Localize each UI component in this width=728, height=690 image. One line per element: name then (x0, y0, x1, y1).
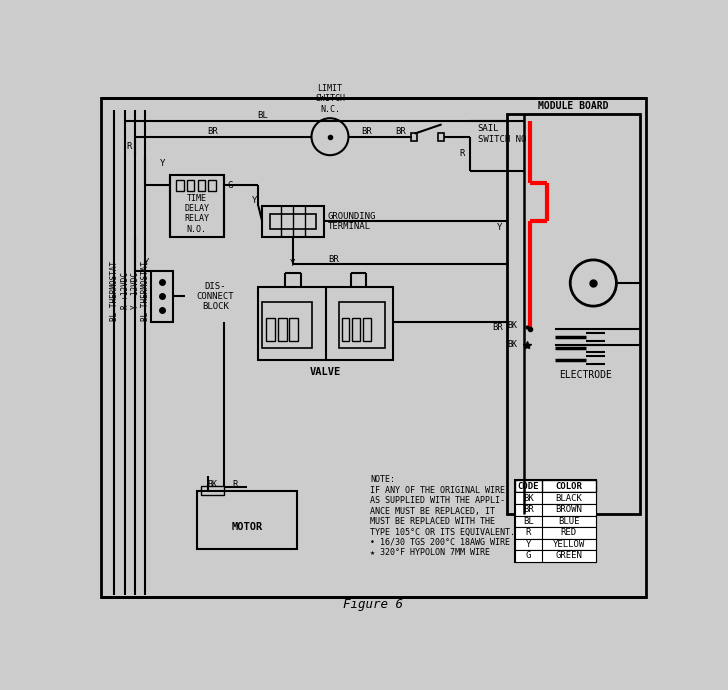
Bar (262, 206, 324, 237)
Bar (277, 317, 287, 341)
Text: BK: BK (523, 494, 534, 503)
Bar (515, 493, 596, 504)
Text: LIMIT
SWITCH
N.C.: LIMIT SWITCH N.C. (315, 83, 345, 114)
Text: G: G (526, 551, 531, 560)
Bar (289, 317, 298, 341)
Text: Y: Y (496, 223, 502, 232)
Text: Y: Y (290, 259, 296, 268)
Bar (339, 302, 385, 348)
Text: DIS-
CONNECT
BLOCK: DIS- CONNECT BLOCK (197, 282, 234, 311)
Text: Figure 6: Figure 6 (343, 598, 403, 611)
Bar (197, 491, 297, 549)
Bar (515, 480, 596, 562)
Bar (197, 180, 205, 190)
Text: R +12VDC: R +12VDC (121, 272, 130, 309)
Text: YELLOW: YELLOW (553, 540, 585, 549)
Bar (208, 180, 216, 190)
Text: SAIL
SWITCH NO: SAIL SWITCH NO (478, 124, 526, 144)
Text: GREEN: GREEN (555, 551, 582, 560)
Bar (151, 271, 173, 322)
Text: BK: BK (207, 480, 217, 489)
Bar (176, 180, 183, 190)
Text: Y: Y (144, 257, 149, 267)
Text: R: R (526, 529, 531, 538)
Text: G: G (227, 181, 232, 190)
Text: BLACK: BLACK (555, 494, 582, 503)
Text: BL: BL (523, 517, 534, 526)
Text: BROWN: BROWN (555, 505, 582, 514)
Text: BL THERMOSTAT: BL THERMOSTAT (110, 261, 119, 321)
Text: BR: BR (395, 127, 406, 136)
Text: Y -12VDC: Y -12VDC (130, 272, 140, 309)
Text: R: R (460, 149, 465, 158)
Bar (187, 180, 194, 190)
Bar (266, 317, 275, 341)
Text: BR: BR (207, 127, 218, 136)
Bar (270, 214, 316, 229)
Text: RED: RED (561, 529, 577, 538)
Bar (515, 550, 596, 562)
Text: BR: BR (523, 505, 534, 514)
Bar (352, 317, 360, 341)
Text: BK: BK (508, 321, 518, 330)
Text: TIME
DELAY
RELAY
N.O.: TIME DELAY RELAY N.O. (184, 194, 209, 234)
Bar (258, 287, 393, 360)
Text: NOTE:
IF ANY OF THE ORIGINAL WIRE
AS SUPPLIED WITH THE APPLI-
ANCE MUST BE REPLA: NOTE: IF ANY OF THE ORIGINAL WIRE AS SUP… (370, 475, 515, 558)
Bar (515, 504, 596, 515)
Text: BR: BR (328, 255, 339, 264)
Bar (515, 539, 596, 550)
Bar (262, 302, 312, 348)
Text: COLOR: COLOR (555, 482, 582, 491)
Text: VALVE: VALVE (310, 366, 341, 377)
Bar (515, 527, 596, 539)
Text: ELECTRODE: ELECTRODE (559, 371, 612, 380)
Text: BR: BR (492, 323, 503, 332)
Text: MOTOR: MOTOR (232, 522, 263, 533)
Text: BL: BL (257, 111, 268, 121)
Bar (515, 515, 596, 527)
Text: BLUE: BLUE (558, 517, 579, 526)
Text: BR: BR (361, 127, 371, 136)
Text: R: R (232, 480, 238, 489)
Text: CODE: CODE (518, 482, 539, 491)
Text: BL THERMOSTAT: BL THERMOSTAT (141, 261, 150, 321)
Bar (438, 133, 444, 141)
Text: Y: Y (252, 196, 257, 205)
Text: GROUNDING
TERMINAL: GROUNDING TERMINAL (328, 212, 376, 231)
Bar (363, 317, 371, 341)
Text: MODULE BOARD: MODULE BOARD (538, 101, 609, 111)
Bar (507, 114, 639, 514)
Text: Y: Y (159, 159, 165, 168)
Bar (411, 133, 417, 141)
Text: BK: BK (508, 340, 518, 349)
Bar (201, 486, 223, 495)
Bar (170, 175, 223, 237)
Text: R: R (127, 142, 132, 151)
Text: Y: Y (526, 540, 531, 549)
Bar (341, 317, 349, 341)
Bar (515, 480, 596, 493)
